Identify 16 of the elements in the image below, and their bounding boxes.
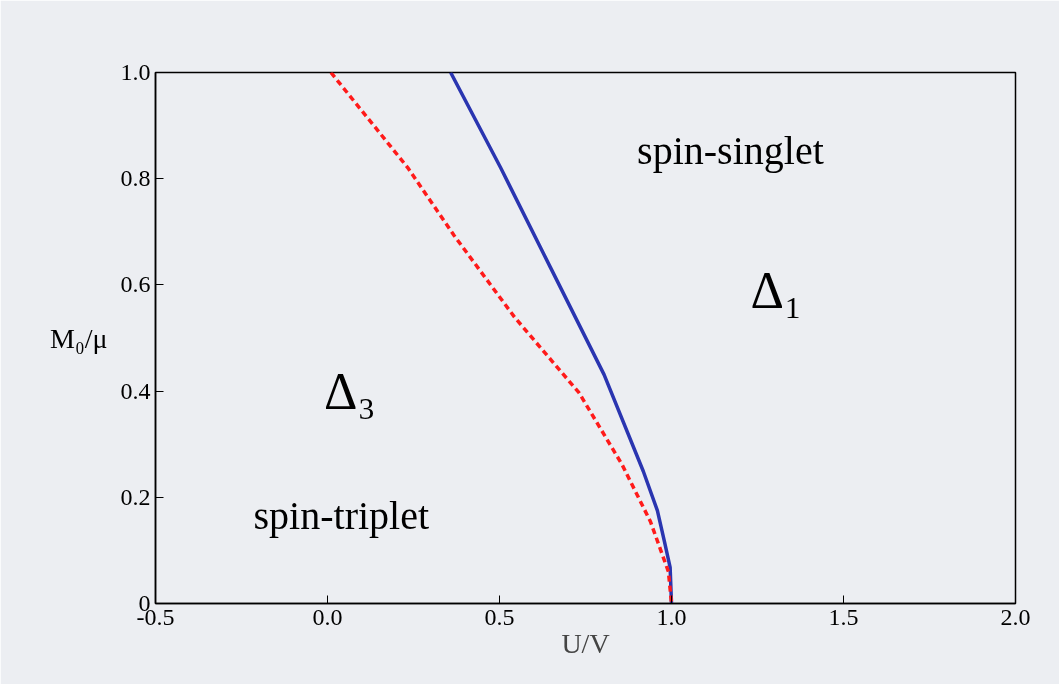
y-tick-label: 0.8: [120, 165, 151, 192]
text: 1.0: [656, 603, 687, 630]
x-tick-label: 0.5: [484, 603, 515, 630]
y-axis-title: M₀/μ: [50, 322, 108, 354]
annotation: spin-singlet: [637, 128, 824, 174]
y-tick-label: 0.6: [120, 271, 151, 298]
annotation: Δ₃: [324, 362, 376, 420]
y-tick-label: 0.4: [120, 377, 151, 404]
annotation: Δ₁: [750, 261, 803, 319]
text: 1.0: [120, 59, 151, 85]
y-tick-label: 0.2: [120, 483, 151, 510]
text: 0.0: [312, 603, 343, 630]
text: 2.0: [1000, 603, 1031, 630]
x-tick-label: 1.5: [828, 603, 859, 630]
annotation: spin-triplet: [253, 493, 430, 539]
x-axis-title: U/V: [561, 627, 610, 659]
